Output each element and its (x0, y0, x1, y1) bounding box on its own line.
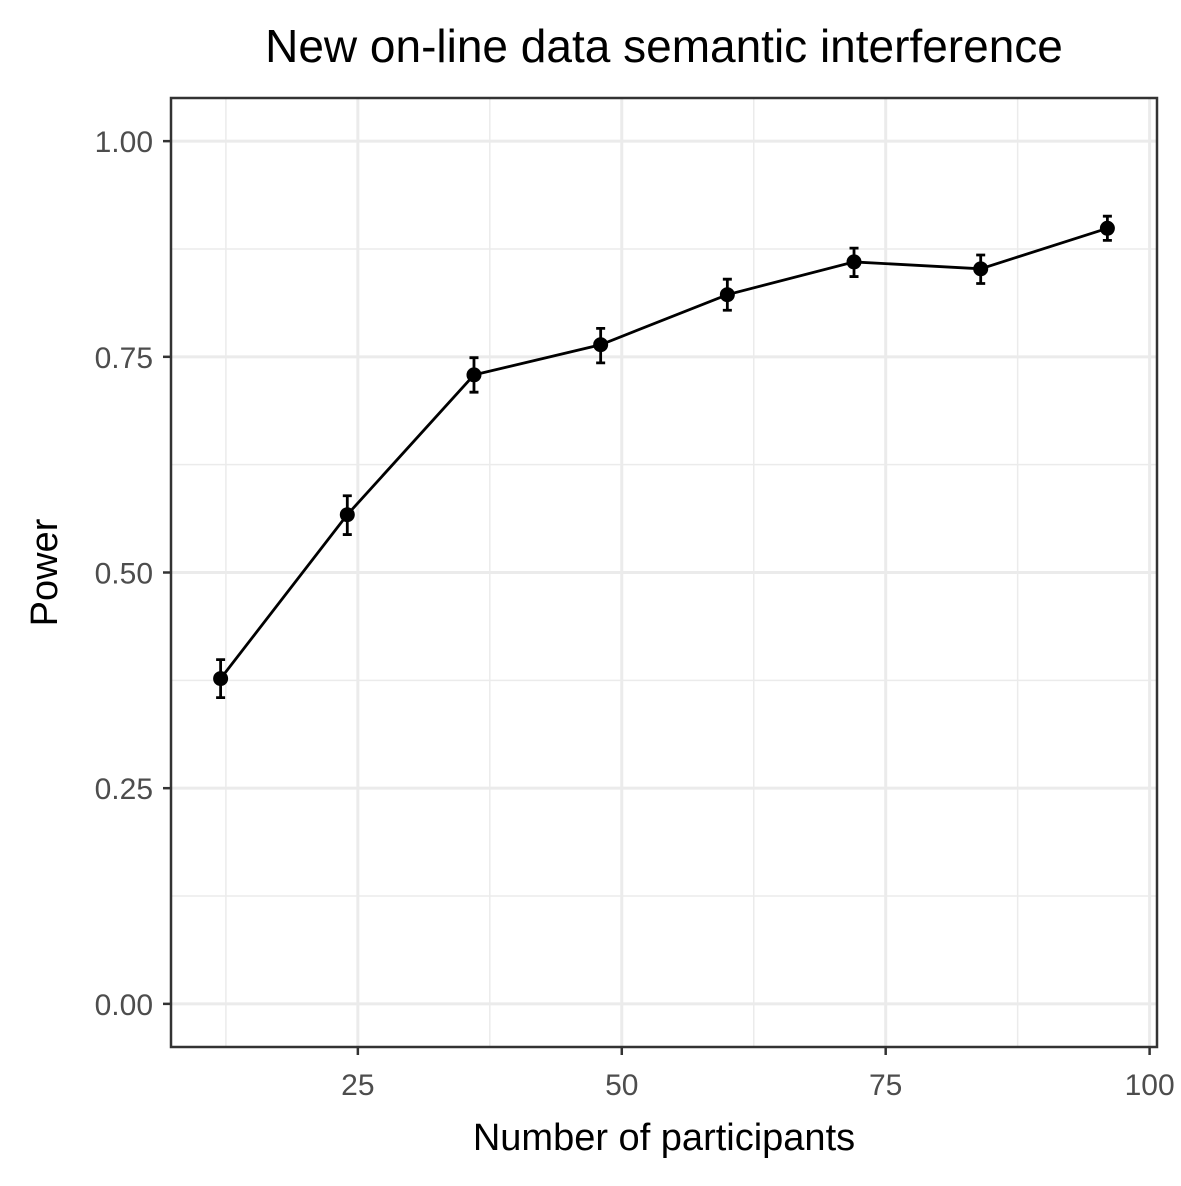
chart-title: New on-line data semantic interference (265, 20, 1063, 72)
grid (171, 98, 1157, 1047)
data-point (593, 337, 609, 353)
data-point (339, 507, 355, 523)
data-point (466, 367, 482, 383)
axes: 25 50 75 100 0.00 0.25 0.50 0.75 1.00 (95, 126, 1175, 1102)
y-tick-label: 1.00 (95, 126, 153, 159)
series-line (219, 226, 1108, 680)
y-axis-title: Power (24, 518, 66, 626)
x-tick-label: 50 (605, 1069, 638, 1102)
data-point (1099, 220, 1115, 236)
data-point (719, 287, 735, 303)
y-tick-label: 0.50 (95, 558, 153, 591)
y-tick-label: 0.00 (95, 989, 153, 1022)
y-tick-label: 0.75 (95, 342, 153, 375)
x-axis-title: Number of participants (473, 1117, 855, 1159)
series-layer (213, 214, 1115, 699)
data-point (213, 671, 229, 687)
data-point (846, 254, 862, 270)
data-point (973, 261, 989, 277)
x-tick-label: 25 (341, 1069, 374, 1102)
x-tick-label: 100 (1125, 1069, 1175, 1102)
x-tick-label: 75 (869, 1069, 902, 1102)
y-tick-label: 0.25 (95, 773, 153, 806)
